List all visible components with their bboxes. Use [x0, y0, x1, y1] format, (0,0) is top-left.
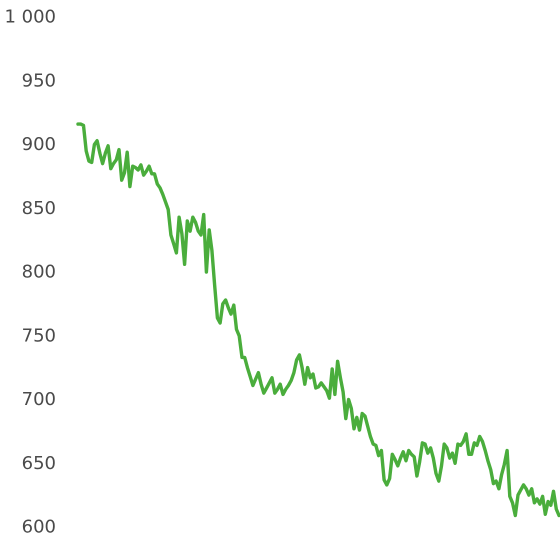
y-tick-label: 850: [22, 198, 56, 219]
y-tick-label: 800: [22, 262, 56, 283]
y-tick-label: 650: [22, 453, 56, 474]
y-tick-label: 600: [22, 517, 56, 536]
y-tick-label: 700: [22, 389, 56, 410]
y-tick-label: 1 000: [4, 7, 56, 28]
y-axis-tick-labels: 1 000 950 900 850 800 750 700 650 600: [4, 7, 56, 536]
price-series-line: [76, 122, 560, 518]
y-tick-label: 900: [22, 134, 56, 155]
y-tick-label: 750: [22, 325, 56, 346]
y-tick-label: 950: [22, 70, 56, 91]
